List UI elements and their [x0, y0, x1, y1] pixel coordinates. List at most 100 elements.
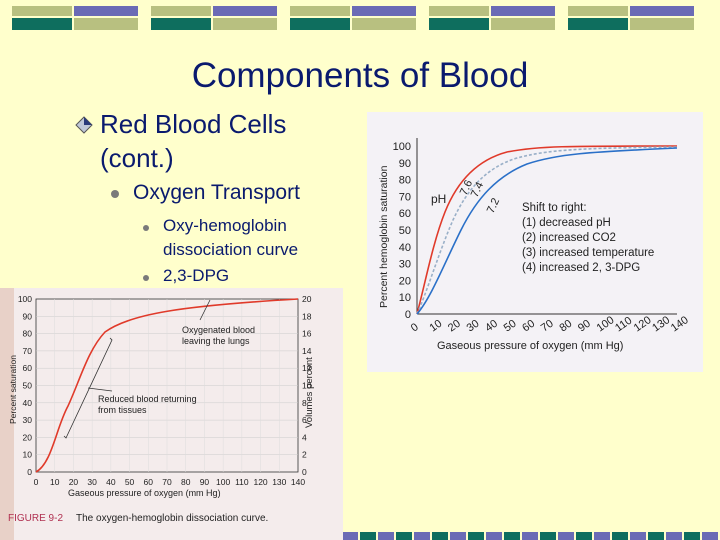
y-tick-label: 80	[399, 175, 411, 187]
x-tick-label: 10	[427, 318, 444, 335]
x-tick-label: 120	[253, 477, 267, 487]
shift-item-3: (3) increased temperature	[522, 247, 654, 259]
x-tick-label: 30	[87, 477, 97, 487]
x-tick-label: 0	[409, 321, 421, 334]
deco-block	[468, 532, 484, 540]
deco-block	[491, 18, 555, 30]
deco-block	[342, 532, 358, 540]
y-tick-label: 30	[399, 259, 411, 271]
annotation-oxygenated-line2: leaving the lungs	[182, 336, 250, 346]
y-tick-label: 40	[23, 398, 33, 408]
deco-block	[12, 18, 72, 30]
y-tick-label: 30	[23, 415, 33, 425]
bullet-dot-icon	[111, 190, 119, 198]
y-tick-label: 60	[23, 363, 33, 373]
x-tick-label: 70	[539, 318, 556, 335]
top-decorative-bar	[12, 6, 694, 30]
deco-block	[429, 18, 489, 30]
y-tick-label-right: 4	[302, 432, 307, 442]
deco-block	[414, 532, 430, 540]
y-tick-label-right: 6	[302, 415, 307, 425]
x-tick-label: 110	[235, 477, 249, 487]
x-tick-label: 80	[181, 477, 191, 487]
annotation-leader-reduced	[87, 387, 113, 392]
x-tick-label: 70	[162, 477, 172, 487]
x-tick-label: 60	[520, 318, 537, 335]
y-tick-label: 100	[18, 294, 32, 304]
deco-block	[151, 18, 211, 30]
shift-item-2: (2) increased CO2	[522, 232, 616, 244]
y-axis-label: Percent hemoglobin saturation	[378, 165, 390, 308]
deco-block	[684, 532, 700, 540]
ph-value-7-6: 7.6	[458, 178, 475, 197]
x-tick-label: 90	[576, 318, 593, 335]
y-tick-label-right: 14	[302, 346, 312, 356]
deco-block	[522, 532, 538, 540]
deco-block	[213, 6, 277, 16]
bullet-dot-icon	[143, 275, 149, 281]
x-tick-label: 20	[69, 477, 79, 487]
y-tick-label-right: 20	[302, 294, 312, 304]
deco-block	[612, 532, 628, 540]
deco-block	[290, 6, 350, 16]
deco-block	[486, 532, 502, 540]
ph-label: pH	[431, 192, 446, 206]
x-tick-label: 30	[465, 318, 482, 335]
deco-block	[432, 532, 448, 540]
deco-block	[568, 18, 628, 30]
deco-block	[648, 532, 664, 540]
deco-block	[594, 532, 610, 540]
y-tick-label: 10	[23, 450, 33, 460]
y-tick-label-right: 0	[302, 467, 307, 477]
deco-block	[491, 6, 555, 16]
x-tick-label: 0	[34, 477, 39, 487]
left-y-axis-label: Percent saturation	[8, 355, 18, 424]
y-tick-label-right: 12	[302, 363, 312, 373]
x-tick-label: 60	[144, 477, 154, 487]
figure-caption-text: The oxygen-hemoglobin dissociation curve…	[76, 513, 268, 524]
y-tick-label: 40	[399, 242, 411, 254]
deco-block	[213, 18, 277, 30]
annotation-leader-oxygenated	[199, 299, 211, 321]
x-tick-label: 10	[50, 477, 60, 487]
deco-block	[702, 532, 718, 540]
deco-block	[630, 18, 694, 30]
y-tick-label: 50	[23, 381, 33, 391]
y-tick-label: 50	[399, 225, 411, 237]
y-tick-label: 0	[27, 467, 32, 477]
y-tick-label: 70	[399, 191, 411, 203]
x-tick-label: 40	[106, 477, 116, 487]
y-tick-label: 20	[399, 275, 411, 287]
figure-caption-label: FIGURE 9-2	[8, 513, 63, 524]
oxygen-hemoglobin-curve	[35, 298, 299, 473]
y-tick-label: 0	[405, 309, 411, 321]
y-tick-label: 20	[23, 432, 33, 442]
deco-block	[378, 532, 394, 540]
shift-item-4: (4) increased 2, 3-DPG	[522, 262, 640, 274]
right-y-axis-label: Volumes percent	[304, 357, 315, 428]
deco-block	[74, 6, 138, 16]
y-tick-label: 80	[23, 329, 33, 339]
bullet-oxygen-transport: Oxygen Transport	[133, 181, 300, 204]
annotation-reduced-line2: from tissues	[98, 405, 147, 415]
bullet-23dpg: 2,3-DPG	[163, 266, 230, 285]
x-axis-label: Gaseous pressure of oxygen (mm Hg)	[437, 340, 623, 352]
curve-ph-7-4	[416, 146, 678, 315]
x-tick-label: 130	[272, 477, 286, 487]
y-tick-label: 90	[23, 311, 33, 321]
x-tick-label: 20	[446, 318, 463, 335]
deco-block	[290, 18, 350, 30]
annotation-reduced-line1: Reduced blood returning	[98, 394, 197, 404]
deco-block	[666, 532, 682, 540]
x-tick-label: 100	[216, 477, 230, 487]
deco-block	[74, 18, 138, 30]
deco-block	[558, 532, 574, 540]
x-tick-label: 80	[557, 318, 574, 335]
y-tick-label: 100	[393, 141, 411, 153]
bullet-oxyhemoglobin-line2: dissociation curve	[163, 240, 299, 259]
deco-block	[540, 532, 556, 540]
x-axis-label: Gaseous pressure of oxygen (mm Hg)	[68, 488, 221, 498]
ph-value-7-4: 7.4	[469, 180, 486, 199]
